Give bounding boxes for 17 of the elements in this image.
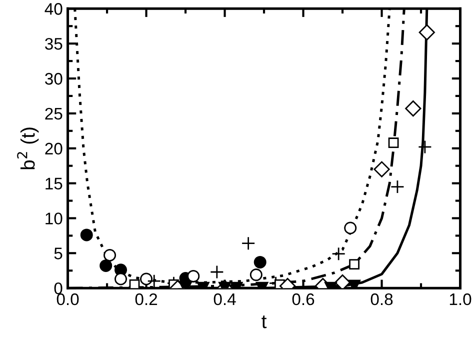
y-tick-label: 35 [45,38,62,50]
x-axis-title: t [262,316,267,328]
x-tick-label: 0.0 [56,293,79,306]
y-tick-label: 15 [46,178,62,190]
y-tick-label: 20 [45,142,62,155]
x-tick-label: 0.8 [370,293,393,306]
y-tick-label: 0 [54,282,62,294]
y-tick-label: 40 [44,3,62,15]
y-tick-label: 5 [54,248,62,260]
y-tick-label: 30 [45,72,62,85]
x-tick-label: 0.2 [135,293,158,306]
y-axis-title: b$^{2}$ (t) [17,128,39,170]
y-tick-label: 10 [46,212,62,224]
y-tick-label: 25 [45,108,62,120]
x-tick-label: 0.6 [292,293,314,306]
x-tick-label: 0.4 [214,293,236,306]
x-tick-label: 1.0 [450,293,472,306]
